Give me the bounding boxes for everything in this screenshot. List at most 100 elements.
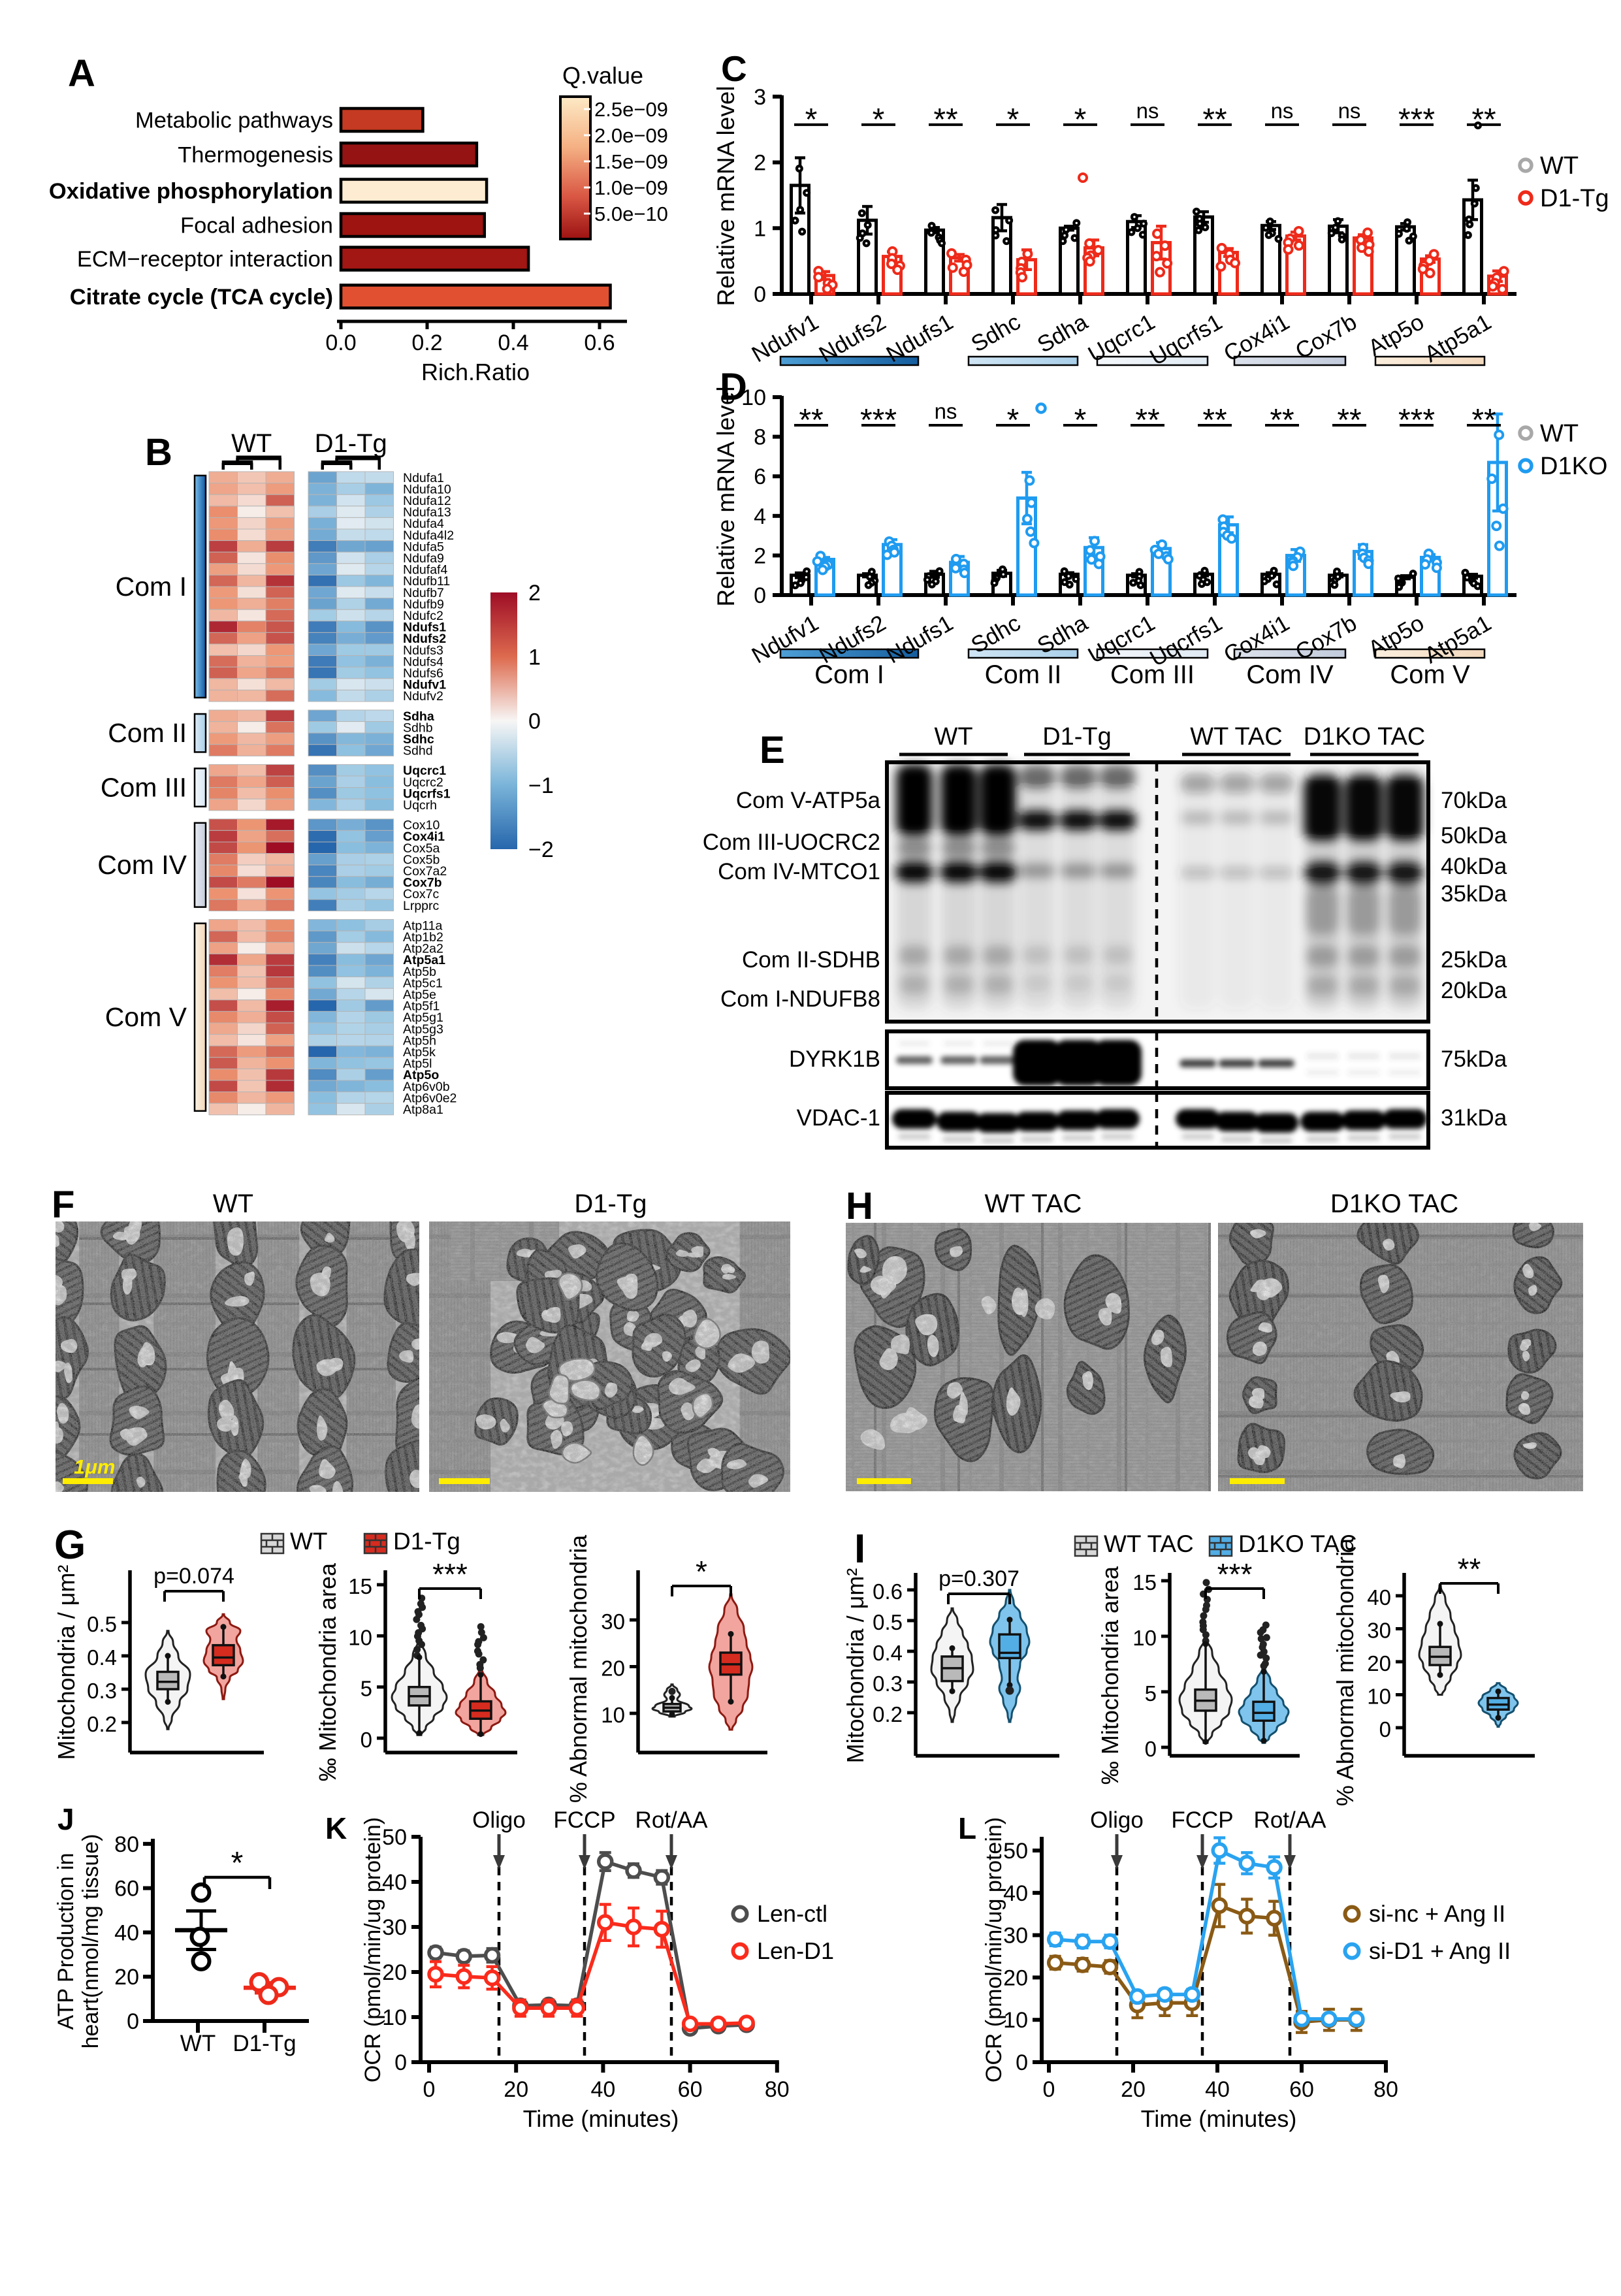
svg-text:ATP Production in: ATP Production in [54,1853,78,2030]
svg-text:35kDa: 35kDa [1441,881,1507,907]
svg-text:30: 30 [382,1915,407,1940]
svg-text:Sdhc: Sdhc [403,732,434,747]
svg-text:Uqcrfs1: Uqcrfs1 [403,786,451,801]
svg-text:Com I: Com I [814,660,884,689]
svg-text:0: 0 [394,2050,407,2075]
svg-text:J: J [57,1802,74,1836]
svg-text:20: 20 [114,1965,139,1990]
svg-text:25kDa: 25kDa [1441,947,1507,973]
svg-text:Len-ctl: Len-ctl [757,1900,827,1927]
svg-text:0.6: 0.6 [584,331,615,355]
svg-text:*: * [805,103,818,137]
svg-text:*: * [1074,103,1087,137]
svg-text:Ndufa12: Ndufa12 [403,494,451,508]
svg-text:Oxidative phosphorylation: Oxidative phosphorylation [49,179,333,204]
svg-text:0.0: 0.0 [325,331,356,355]
svg-text:si-nc + Ang II: si-nc + Ang II [1369,1900,1505,1927]
svg-text:60: 60 [678,2077,703,2102]
svg-text:10: 10 [601,1703,625,1727]
svg-text:WT TAC: WT TAC [985,1189,1082,1218]
svg-text:Com II: Com II [108,718,187,748]
svg-text:H: H [846,1185,873,1227]
svg-text:10: 10 [348,1625,372,1649]
svg-text:Atp1b2: Atp1b2 [403,930,443,945]
svg-text:Oligo: Oligo [472,1807,526,1833]
svg-text:8: 8 [754,425,766,450]
svg-text:Sdha: Sdha [403,709,434,724]
svg-text:OCR (pmol/min/ug protein): OCR (pmol/min/ug protein) [361,1817,385,2082]
svg-text:Atp5b: Atp5b [403,965,436,979]
svg-text:Sdhd: Sdhd [403,744,433,758]
svg-text:***: *** [1398,103,1435,137]
svg-text:20: 20 [382,1960,407,1985]
svg-text:50: 50 [1003,1839,1028,1864]
svg-text:5: 5 [361,1677,372,1701]
svg-text:Uqcrc1: Uqcrc1 [403,764,446,778]
svg-text:0.5: 0.5 [873,1610,903,1634]
svg-text:0.3: 0.3 [87,1679,117,1703]
svg-text:**: ** [1270,403,1294,438]
svg-text:10: 10 [382,2005,407,2030]
svg-text:I: I [854,1527,865,1572]
svg-text:VDAC-1: VDAC-1 [797,1105,880,1131]
svg-text:15: 15 [1132,1570,1157,1594]
svg-text:Ndufa1: Ndufa1 [403,471,444,485]
svg-text:Ndufa4l2: Ndufa4l2 [403,528,454,543]
svg-text:10: 10 [741,385,766,410]
svg-text:Ndufb11: Ndufb11 [403,574,450,589]
svg-text:Ndufs2: Ndufs2 [403,632,446,646]
svg-text:40: 40 [382,1870,407,1895]
svg-text:Rich.Ratio: Rich.Ratio [421,359,530,385]
svg-text:0: 0 [1379,1717,1391,1741]
svg-text:*: * [1007,103,1019,137]
svg-text:‰ Mitochondria area: ‰ Mitochondria area [314,1562,341,1781]
svg-text:0: 0 [1145,1737,1157,1761]
svg-text:80: 80 [1373,2077,1398,2102]
svg-text:0.3: 0.3 [873,1672,903,1696]
svg-text:ns: ns [935,399,957,423]
svg-text:Atp5a1: Atp5a1 [403,953,445,967]
svg-text:70kDa: 70kDa [1441,788,1507,813]
svg-text:Ndufv1: Ndufv1 [403,678,446,692]
svg-text:FCCP: FCCP [1171,1807,1233,1833]
svg-text:Ndufs4: Ndufs4 [403,655,443,669]
svg-text:D1KO TAC: D1KO TAC [1330,1189,1458,1218]
svg-text:D1-Tg: D1-Tg [1540,185,1609,212]
svg-text:30: 30 [1367,1619,1391,1643]
svg-text:Rot/AA: Rot/AA [1254,1807,1327,1833]
svg-text:Atp5f1: Atp5f1 [403,999,440,1014]
svg-text:75kDa: 75kDa [1441,1046,1507,1072]
svg-text:Atp5k: Atp5k [403,1045,436,1059]
svg-text:***: *** [860,403,897,438]
svg-text:50: 50 [382,1825,407,1850]
svg-text:WT: WT [213,1189,253,1218]
svg-text:**: ** [933,103,957,137]
svg-text:Ndufa4: Ndufa4 [403,517,444,531]
svg-text:20: 20 [601,1657,625,1681]
svg-text:0: 0 [423,2077,436,2102]
svg-text:Atp5g1: Atp5g1 [403,1011,443,1025]
svg-text:D: D [720,366,747,408]
svg-text:Ndufc2: Ndufc2 [403,609,443,623]
svg-text:1: 1 [528,645,541,670]
svg-text:Mitochondria / μm²: Mitochondria / μm² [53,1565,80,1760]
svg-text:**: ** [1202,103,1227,137]
svg-text:Cox4i1: Cox4i1 [403,830,445,844]
svg-text:0: 0 [754,583,766,608]
svg-text:1.5e−09: 1.5e−09 [594,150,668,173]
svg-text:Q.value: Q.value [562,62,643,89]
svg-text:80: 80 [765,2077,790,2102]
svg-text:0.2: 0.2 [87,1712,117,1736]
svg-text:Atp6v0e2: Atp6v0e2 [403,1091,457,1105]
svg-text:Ndufs3: Ndufs3 [403,643,443,658]
svg-text:*: * [1074,403,1087,438]
svg-text:B: B [145,431,172,474]
svg-text:*: * [696,1555,707,1589]
svg-text:0.4: 0.4 [498,331,528,355]
svg-text:‰ Mitochondria area: ‰ Mitochondria area [1097,1566,1123,1785]
svg-text:p=0.074: p=0.074 [153,1564,234,1589]
svg-text:Oligo: Oligo [1090,1807,1144,1833]
svg-text:**: ** [1202,403,1227,438]
svg-text:Com IV-MTCO1: Com IV-MTCO1 [718,859,880,884]
svg-text:20: 20 [504,2077,528,2102]
